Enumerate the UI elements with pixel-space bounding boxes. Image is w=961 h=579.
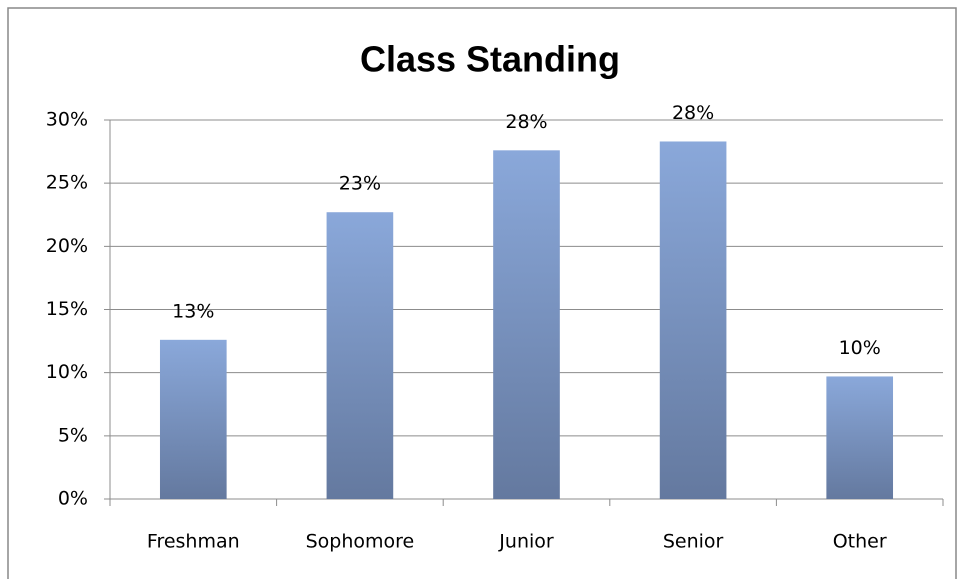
bar: [159, 339, 227, 499]
bar: [493, 150, 560, 499]
data-label: 23%: [339, 173, 381, 195]
x-tick-label: Junior: [498, 531, 554, 553]
y-tick-label: 30%: [46, 109, 88, 131]
x-tick-label: Other: [833, 531, 887, 553]
bar: [826, 376, 894, 499]
bar: [326, 212, 394, 499]
y-tick-label: 10%: [46, 361, 88, 383]
data-label: 28%: [505, 111, 547, 133]
x-tick-label: Freshman: [147, 531, 240, 553]
bar: [659, 141, 727, 499]
y-tick-label: 5%: [58, 424, 88, 446]
y-tick-label: 15%: [46, 298, 88, 320]
y-tick-label: 25%: [46, 172, 88, 194]
data-label: 13%: [172, 300, 214, 322]
y-tick-label: 0%: [58, 488, 88, 510]
chart-border: [7, 7, 957, 579]
data-label: 10%: [839, 337, 881, 359]
x-tick-label: Senior: [663, 531, 724, 553]
x-tick-label: Sophomore: [306, 531, 415, 553]
chart-title: Class Standing: [360, 39, 620, 80]
data-label: 28%: [672, 102, 714, 124]
y-tick-label: 20%: [46, 235, 88, 257]
